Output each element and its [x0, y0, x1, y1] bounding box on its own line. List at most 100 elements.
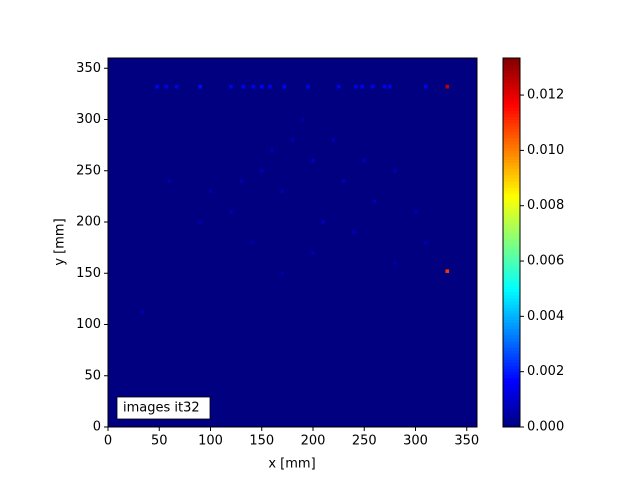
heatmap-cell [423, 84, 428, 89]
colorbar-segment [503, 334, 520, 339]
heatmap-cell [280, 271, 285, 276]
heatmap-cell [413, 209, 418, 214]
heatmap-cell [306, 84, 310, 89]
heatmap-cell [321, 220, 326, 224]
colorbar-segment [503, 85, 520, 90]
colorbar-segment [503, 193, 520, 197]
colorbar-segment [503, 371, 520, 376]
heatmap-cell [241, 84, 246, 89]
colorbar-segment [503, 70, 520, 74]
colorbar-segment [503, 122, 520, 127]
colorbar-segment [503, 297, 520, 302]
colorbar-segment [503, 251, 520, 256]
colorbar-segment [503, 107, 520, 111]
colorbar-segment [503, 141, 520, 145]
colorbar-segment [503, 377, 520, 382]
y-tick-label: 100 [76, 317, 101, 332]
y-tick-label: 0 [93, 420, 101, 435]
heatmap-cell [445, 84, 450, 89]
colorbar-segment [503, 205, 520, 210]
heatmap-cell [140, 310, 144, 314]
y-axis-label: y [mm] [53, 218, 68, 265]
x-tick-label: 0 [104, 434, 112, 449]
heatmap-cell [362, 158, 367, 163]
colorbar-segment [503, 239, 520, 243]
heatmap-cell [354, 84, 358, 89]
colorbar-segment [503, 300, 520, 305]
colorbar-segment [503, 79, 520, 84]
colorbar-segment [503, 285, 520, 290]
colorbar-segment [503, 110, 520, 114]
x-tick-label: 50 [151, 434, 168, 449]
colorbar-segment [503, 73, 520, 77]
colorbar-segment [503, 396, 520, 400]
colorbar-segment [503, 383, 520, 388]
colorbar-segment [503, 177, 520, 182]
x-tick-label: 250 [352, 434, 377, 449]
colorbar-segment [503, 162, 520, 167]
y-tick-label: 250 [76, 163, 101, 178]
heatmap-background [108, 58, 477, 427]
colorbar-segment [503, 294, 520, 299]
colorbar-segment [503, 184, 520, 188]
colorbar-segment [503, 307, 520, 311]
colorbar-segment [503, 402, 520, 406]
colorbar-segment [503, 279, 520, 283]
colorbar-segment [503, 423, 520, 428]
colorbar-segment [503, 88, 520, 93]
colorbar-segment [503, 264, 520, 268]
colorbar-segment [503, 417, 520, 422]
colorbar-segment [503, 137, 520, 142]
colorbar-segment [503, 368, 520, 373]
colorbar-segment [503, 116, 520, 120]
heatmap-cell [198, 84, 203, 89]
colorbar-segment [503, 353, 520, 357]
x-tick-label: 150 [249, 434, 274, 449]
y-tick-label: 50 [84, 368, 101, 383]
colorbar-tick-label: 0.004 [527, 309, 564, 324]
colorbar-segment [503, 94, 520, 99]
heatmap-cell [249, 240, 254, 245]
colorbar-segment [503, 64, 520, 68]
heatmap-cell [331, 138, 336, 142]
heatmap-cell [360, 84, 364, 89]
heatmap-cell [388, 84, 392, 89]
colorbar-segment [503, 91, 520, 96]
colorbar-segment [503, 380, 520, 385]
colorbar-segment [503, 356, 520, 360]
colorbar-segment [503, 174, 520, 179]
heatmap-cell [311, 250, 315, 255]
colorbar-segment [503, 340, 520, 345]
colorbar-segment [503, 245, 520, 250]
x-tick-label: 100 [198, 434, 223, 449]
colorbar-segment [503, 316, 520, 320]
colorbar-segment [503, 420, 520, 425]
colorbar-segment [503, 199, 520, 204]
heatmap-cell [198, 220, 203, 224]
colorbar-segment [503, 414, 520, 419]
colorbar-segment [503, 328, 520, 333]
y-tick-label: 300 [76, 112, 101, 127]
colorbar-segment [503, 399, 520, 403]
heatmap-cell [282, 84, 287, 89]
colorbar-segment [503, 134, 520, 139]
colorbar-segment [503, 288, 520, 293]
colorbar-segment [503, 128, 520, 133]
colorbar-segment [503, 76, 520, 81]
heatmap-cell [393, 261, 397, 265]
colorbar-segment [503, 190, 520, 194]
colorbar-segment [503, 393, 520, 397]
colorbar-segment [503, 230, 520, 234]
colorbar-tick-label: 0.010 [527, 143, 564, 158]
colorbar-segment [503, 267, 520, 271]
colorbar-segment [503, 390, 520, 394]
heatmap-cell [268, 84, 272, 89]
heatmap-cell [311, 158, 315, 163]
heatmap-cell [336, 84, 341, 89]
colorbar-segment [503, 217, 520, 222]
heatmap-cell [208, 189, 213, 194]
x-tick-label: 350 [454, 434, 479, 449]
heatmap-cell [445, 269, 450, 273]
colorbar-segment [503, 150, 520, 154]
heatmap-cell [239, 179, 244, 183]
